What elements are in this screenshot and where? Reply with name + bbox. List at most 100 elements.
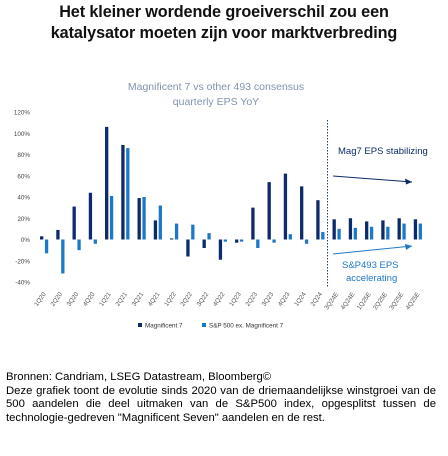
bar-magnificent-7 — [267, 182, 271, 240]
legend-swatch-magnificent-7 — [138, 323, 142, 327]
bar-magnificent-7 — [381, 220, 385, 240]
annotation-sp493-line2: accelerating — [346, 273, 397, 284]
bar-sp500-ex-mag7 — [109, 195, 114, 240]
x-tick-label: 2Q25E — [372, 291, 389, 311]
bar-magnificent-7 — [170, 238, 174, 240]
bar-sp500-ex-mag7 — [288, 234, 292, 240]
x-tick-label: 1Q25E — [356, 291, 373, 311]
annotation-mag7: Mag7 EPS stabilizing — [338, 146, 428, 157]
arrow-head-mag7 — [405, 178, 412, 185]
footnote: Bronnen: Candriam, LSEG Datastream, Bloo… — [6, 371, 436, 425]
x-tick-label: 4Q24E — [340, 291, 357, 311]
x-tick-label: 3Q22 — [196, 291, 211, 308]
bar-magnificent-7 — [137, 198, 141, 240]
bar-sp500-ex-mag7 — [418, 223, 422, 240]
chart-title: Magnificent 7 vs other 493 consensus — [128, 81, 304, 93]
x-tick-label: 1Q20 — [33, 291, 48, 308]
legend-swatch-sp500-ex-mag7 — [202, 323, 206, 327]
x-tick-label: 4Q20 — [82, 291, 97, 308]
y-axis: -40% -20% 0% 20% 40% 60% 80% 100% 120% — [14, 110, 31, 287]
x-tick-label: 1Q23 — [228, 291, 243, 308]
bar-sp500-ex-mag7 — [386, 226, 390, 240]
bar-magnificent-7 — [365, 221, 369, 240]
bar-sp500-ex-mag7 — [174, 223, 179, 240]
bar-sp500-ex-mag7 — [207, 233, 211, 240]
annotations: Mag7 EPS stabilizing S&P493 EPS accelerati… — [327, 120, 428, 288]
bars — [40, 126, 422, 274]
x-tick-label: 2Q21 — [114, 291, 129, 308]
legend: Magnificent 7 S&P 500 ex. Magnificent 7 — [138, 323, 284, 330]
bar-magnificent-7 — [202, 239, 206, 248]
x-tick-label: 1Q22 — [163, 291, 178, 308]
x-tick-label: 4Q25E — [405, 291, 422, 311]
bar-magnificent-7 — [88, 192, 93, 240]
x-tick-label: 1Q24 — [293, 291, 308, 308]
bar-sp500-ex-mag7 — [158, 205, 162, 240]
x-tick-label: 2Q24 — [309, 291, 324, 308]
bar-magnificent-7 — [348, 218, 353, 240]
x-tick-label: 4Q23 — [277, 291, 292, 308]
bar-sp500-ex-mag7 — [77, 239, 81, 251]
bar-magnificent-7 — [186, 239, 190, 257]
bar-sp500-ex-mag7 — [223, 239, 227, 242]
x-tick-label: 4Q21 — [147, 291, 162, 308]
bar-magnificent-7 — [332, 219, 336, 240]
x-tick-label: 3Q23 — [261, 291, 276, 308]
bar-sp500-ex-mag7 — [61, 239, 65, 274]
x-axis: 1Q20 2Q20 3Q20 4Q20 1Q21 2Q21 3Q21 4Q21 1Q22 2Q22… — [33, 291, 421, 311]
y-tick-label: 40% — [17, 195, 30, 202]
bar-magnificent-7 — [300, 186, 304, 240]
legend-label-magnificent-7: Magnificent 7 — [145, 323, 183, 330]
x-tick-label: 4Q22 — [212, 291, 227, 308]
x-tick-label: 3Q20 — [66, 291, 81, 308]
x-tick-label: 2Q22 — [179, 291, 194, 308]
chart-subtitle: quarterly EPS YoY — [173, 96, 259, 108]
bar-magnificent-7 — [153, 220, 158, 240]
bar-sp500-ex-mag7 — [126, 148, 130, 240]
bar-magnificent-7 — [105, 126, 109, 240]
headline-line-1: Het kleiner wordende groeiverschil zou e… — [59, 3, 389, 21]
bar-sp500-ex-mag7 — [321, 232, 325, 240]
annotation-sp493-line1: S&P493 EPS — [342, 260, 399, 271]
x-tick-label: 3Q25E — [388, 291, 405, 311]
bar-sp500-ex-mag7 — [304, 239, 309, 244]
arrow-sp493 — [332, 245, 413, 255]
bar-magnificent-7 — [397, 218, 401, 240]
y-tick-label: 60% — [17, 173, 30, 180]
bar-magnificent-7 — [56, 229, 60, 240]
eps-growth-chart: Magnificent 7 vs other 493 consensus qua… — [14, 81, 428, 330]
headline: Het kleiner wordende groeiverschil zou e… — [4, 2, 444, 44]
bar-sp500-ex-mag7 — [256, 239, 260, 248]
y-tick-label: 20% — [17, 216, 30, 223]
bar-magnificent-7 — [121, 144, 125, 240]
bar-magnificent-7 — [40, 236, 44, 240]
description: Deze grafiek toont de evolutie sinds 202… — [6, 384, 436, 424]
arrow-head-sp493 — [405, 244, 412, 250]
bar-magnificent-7 — [251, 207, 255, 240]
bar-sp500-ex-mag7 — [272, 239, 276, 243]
bar-magnificent-7 — [235, 239, 239, 243]
source-line: Bronnen: Candriam, LSEG Datastream, Bloo… — [6, 371, 272, 383]
y-tick-label: 120% — [14, 110, 31, 117]
bar-sp500-ex-mag7 — [191, 224, 195, 240]
x-tick-label: 1Q21 — [98, 291, 113, 308]
headline-line-2: katalysator moeten zijn voor marktverbre… — [50, 24, 398, 42]
y-tick-label: 80% — [17, 152, 30, 159]
y-tick-label: -40% — [15, 280, 30, 287]
bar-sp500-ex-mag7 — [44, 239, 49, 254]
x-tick-label: 2Q23 — [244, 291, 259, 308]
y-tick-label: -20% — [15, 258, 30, 265]
bar-sp500-ex-mag7 — [353, 227, 357, 240]
x-tick-label: 2Q20 — [49, 291, 64, 308]
y-tick-label: 100% — [14, 131, 31, 138]
arrow-mag7 — [332, 175, 413, 183]
x-tick-label: 3Q24E — [323, 291, 340, 311]
bar-magnificent-7 — [413, 219, 418, 240]
bar-sp500-ex-mag7 — [93, 239, 97, 244]
bar-magnificent-7 — [283, 173, 288, 240]
bar-sp500-ex-mag7 — [402, 223, 406, 240]
bar-magnificent-7 — [72, 206, 76, 240]
bar-sp500-ex-mag7 — [369, 226, 374, 240]
bar-sp500-ex-mag7 — [142, 197, 146, 240]
bar-magnificent-7 — [316, 200, 320, 240]
